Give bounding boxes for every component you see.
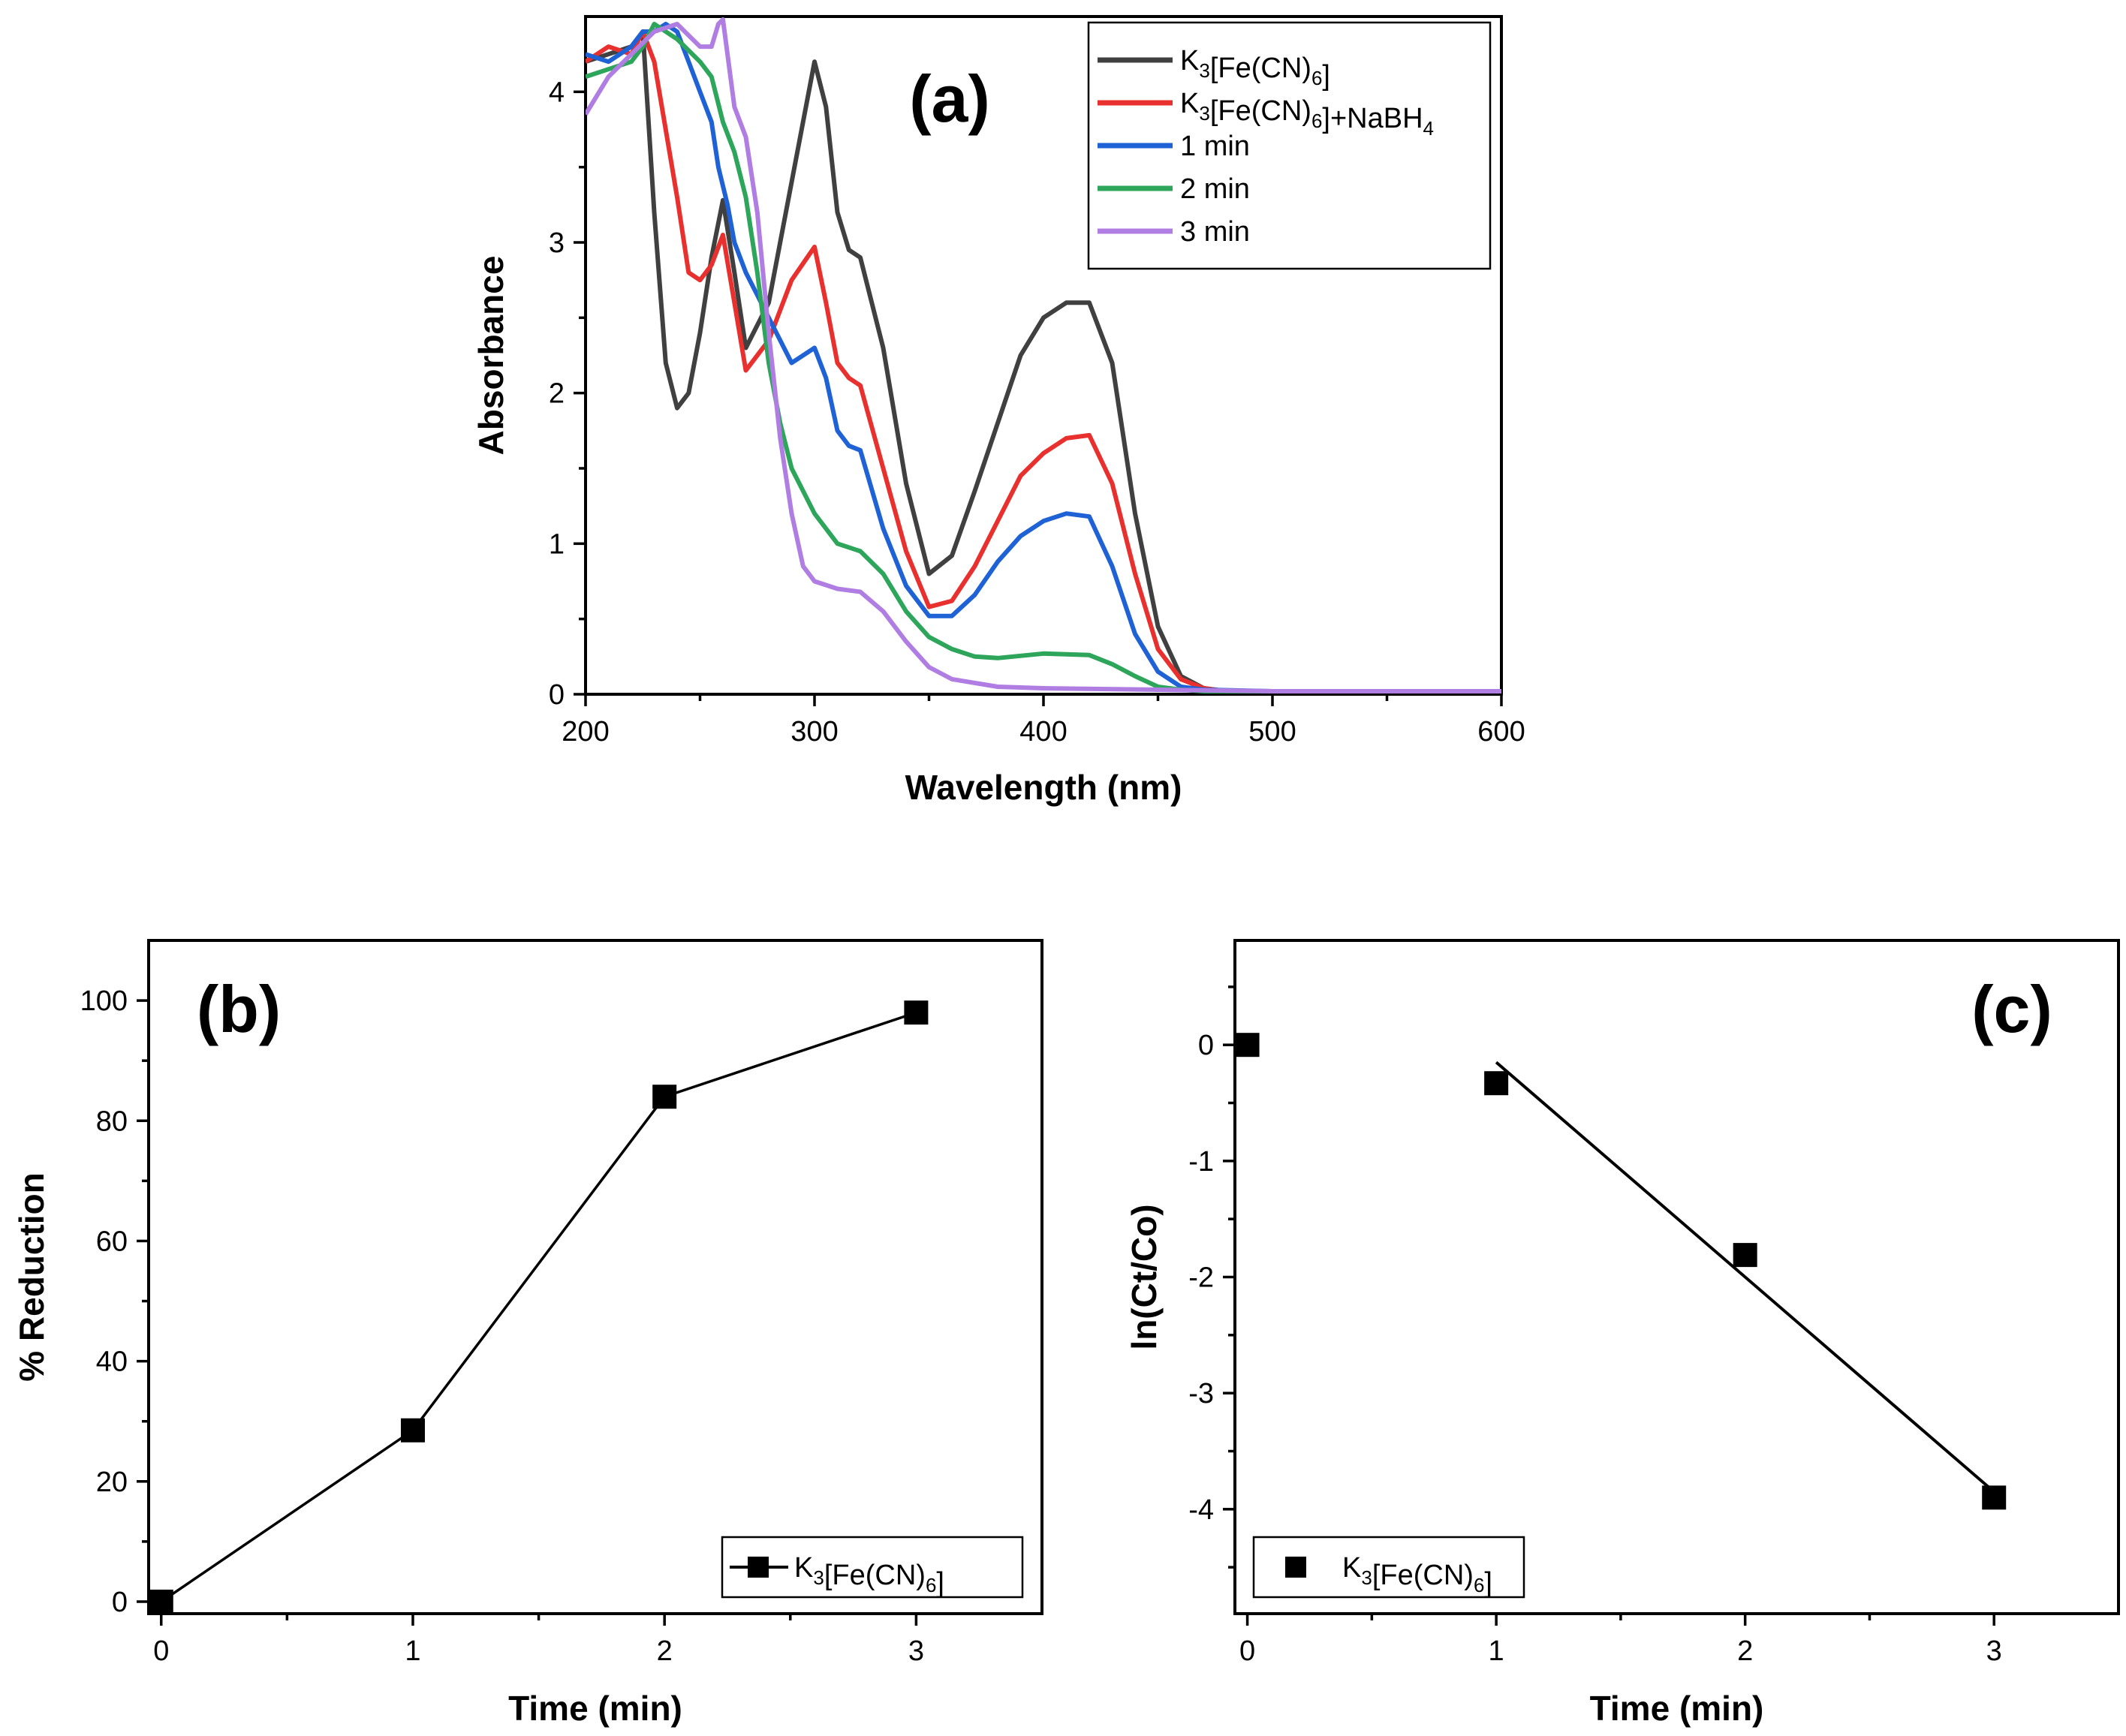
series-line [586, 17, 1501, 693]
x-tick-label: 1 [405, 1635, 420, 1667]
data-point-marker [652, 1085, 677, 1109]
x-tick-label: 2 [657, 1635, 673, 1667]
x-tick-label: 0 [1239, 1635, 1255, 1667]
x-axis-title: Time (min) [1590, 1689, 1764, 1728]
legend-entry-label: K3[Fe(CN)6] [1180, 45, 1330, 92]
data-layer [586, 17, 1501, 693]
x-tick-label: 500 [1248, 716, 1296, 748]
data-point-marker [400, 1418, 425, 1443]
x-tick-label: 1 [1489, 1635, 1504, 1667]
fit-line [1495, 1061, 1995, 1494]
plot-frame [147, 939, 1043, 1615]
x-tick-label: 300 [790, 716, 838, 748]
data-point-marker [1484, 1071, 1509, 1096]
legend-entry-label: 1 min [1180, 131, 1250, 162]
y-tick-label: 3 [549, 227, 565, 259]
x-axis-title: Wavelength (nm) [905, 768, 1182, 807]
legend-entry-label: 2 min [1180, 173, 1250, 205]
data-point-marker [149, 1589, 173, 1614]
x-tick-label: 3 [908, 1635, 924, 1667]
y-tick-label: 100 [80, 985, 128, 1017]
data-point-marker [904, 1000, 929, 1025]
x-tick-label: 2 [1737, 1635, 1753, 1667]
y-tick-label: 0 [112, 1587, 128, 1618]
y-tick-label: -1 [1188, 1146, 1214, 1178]
data-layer [160, 1011, 917, 1603]
y-tick-label: 20 [96, 1467, 128, 1498]
y-axis-title: % Reduction [12, 1172, 51, 1382]
y-tick-label: 80 [96, 1106, 128, 1137]
legend-entry-label: K3[Fe(CN)6]+NaBH4 [1180, 88, 1434, 140]
panel-label: (a) [909, 62, 990, 136]
y-tick-label: 2 [549, 378, 565, 410]
data-point-marker [1982, 1485, 2007, 1510]
series-line [586, 29, 1501, 693]
legend: K3[Fe(CN)6] [721, 1536, 1024, 1599]
y-tick-label: -2 [1188, 1262, 1214, 1294]
data-point-marker [1733, 1243, 1757, 1268]
y-tick-label: 60 [96, 1226, 128, 1257]
legend-entry-label: K3[Fe(CN)6] [1342, 1552, 1492, 1599]
panel-c-chart: 0 1 2 3 0 -1 -2 -3 -4 Time (min) ln(Ct/Co) (c) K3[Fe… [1125, 939, 2120, 1728]
x-tick-label: 0 [153, 1635, 169, 1667]
y-tick-label: -4 [1188, 1494, 1214, 1526]
x-tick-label: 400 [1019, 716, 1067, 748]
x-tick-label: 200 [562, 716, 609, 748]
y-axis-title: ln(Ct/Co) [1125, 1204, 1164, 1349]
legend-swatch-marker [748, 1557, 769, 1578]
y-tick-label: 0 [1198, 1030, 1214, 1061]
legend: K3[Fe(CN)6] [1252, 1536, 1525, 1599]
legend-swatch-marker [1285, 1557, 1306, 1578]
x-axis-title: Time (min) [508, 1689, 682, 1728]
series-line [586, 29, 1501, 693]
panel-a-chart: 200 300 400 500 600 0 1 2 3 4 Wavelength (nm) Absor… [471, 15, 1525, 807]
x-tick-label: 600 [1477, 716, 1525, 748]
series-line [160, 1011, 917, 1603]
legend-entry-label: K3[Fe(CN)6] [794, 1552, 944, 1599]
y-tick-label: 0 [549, 679, 565, 711]
panel-label: (c) [1971, 972, 2052, 1046]
data-point-marker [1235, 1033, 1260, 1058]
series-line [586, 22, 1501, 693]
data-layer [1495, 1061, 1995, 1494]
y-tick-label: 4 [549, 77, 565, 108]
y-axis-title: Absorbance [471, 256, 510, 456]
x-tick-label: 3 [1986, 1635, 2002, 1667]
panel-label: (b) [197, 972, 281, 1046]
series-line [586, 22, 1501, 693]
y-tick-label: 40 [96, 1346, 128, 1378]
y-tick-label: 1 [549, 528, 565, 560]
legend-entry-label: 3 min [1180, 216, 1250, 248]
y-tick-label: -3 [1188, 1378, 1214, 1410]
panel-b-chart: 0 1 2 3 0 20 40 60 80 100 Time (min) % Reduction (b)… [12, 939, 1043, 1728]
